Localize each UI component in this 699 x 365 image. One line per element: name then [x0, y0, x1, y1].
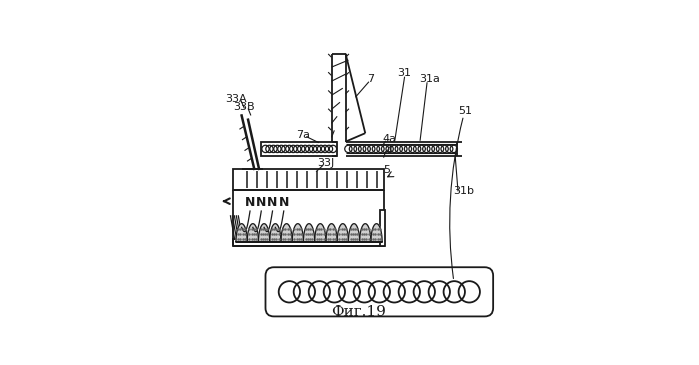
Bar	[261, 142, 337, 156]
Polygon shape	[292, 224, 303, 242]
Text: 31: 31	[398, 68, 412, 78]
Bar	[380, 210, 385, 246]
Polygon shape	[303, 224, 315, 242]
Text: N: N	[245, 196, 255, 209]
Polygon shape	[247, 224, 259, 242]
Text: 4: 4	[386, 146, 393, 155]
Text: 7: 7	[367, 74, 375, 84]
Text: 33B: 33B	[233, 102, 255, 112]
Text: 33J: 33J	[317, 158, 335, 168]
Polygon shape	[337, 224, 348, 242]
Text: 31a: 31a	[419, 74, 440, 84]
Text: 4a: 4a	[383, 134, 397, 144]
Polygon shape	[360, 224, 371, 242]
Bar	[233, 169, 384, 190]
Text: 51: 51	[458, 106, 472, 116]
Polygon shape	[371, 224, 382, 242]
Bar	[233, 239, 384, 246]
Text: 5: 5	[383, 165, 390, 175]
Polygon shape	[259, 224, 270, 242]
Text: N: N	[279, 196, 289, 209]
Polygon shape	[236, 224, 247, 242]
Text: 33A: 33A	[225, 93, 247, 104]
Text: 31b: 31b	[453, 187, 474, 196]
Polygon shape	[326, 224, 337, 242]
Text: 7a: 7a	[296, 130, 310, 140]
Text: N: N	[267, 196, 278, 209]
Text: Фиг.19: Фиг.19	[331, 305, 386, 319]
FancyBboxPatch shape	[266, 267, 493, 316]
Text: N: N	[256, 196, 266, 209]
Polygon shape	[281, 224, 292, 242]
Polygon shape	[270, 224, 281, 242]
Polygon shape	[315, 224, 326, 242]
Polygon shape	[348, 224, 360, 242]
